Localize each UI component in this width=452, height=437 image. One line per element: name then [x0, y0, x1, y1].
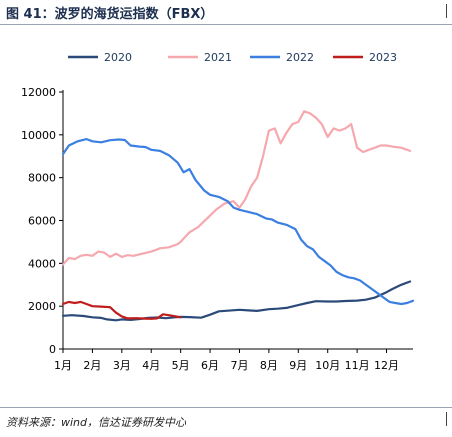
x-tick-label: 6月 — [201, 359, 219, 372]
title-rule — [0, 24, 452, 25]
source-rule — [0, 407, 452, 408]
y-tick-label: 4000 — [28, 257, 56, 270]
y-axis: 0 2000 4000 6000 8000 10000 12000 — [21, 86, 64, 356]
x-tick-label: 7月 — [230, 359, 248, 372]
series-line-2021 — [61, 110, 412, 266]
x-tick-label: 8月 — [260, 359, 278, 372]
source-note: 资料来源：wind，信达证券研发中心 — [6, 416, 187, 429]
y-tick-label: 8000 — [28, 172, 56, 185]
x-tick-label: 11月 — [345, 359, 370, 372]
y-tick-label: 10000 — [21, 129, 56, 142]
right-edge-mark-top — [446, 4, 447, 18]
series-line-2023 — [61, 300, 182, 320]
legend-label-2023: 2023 — [369, 51, 397, 64]
right-edge-mark-bottom — [446, 412, 447, 426]
figure-title: 图 41：波罗的海货运指数（FBX） — [6, 7, 214, 22]
y-tick-label: 0 — [49, 343, 56, 356]
y-tick-label: 12000 — [21, 86, 56, 99]
x-tick-label: 9月 — [289, 359, 307, 372]
x-tick-label: 12月 — [374, 359, 399, 372]
y-tick-label: 6000 — [28, 215, 56, 228]
legend: 2020 2021 2022 2023 — [68, 51, 397, 64]
chart: 2020 2021 2022 2023 0 2000 4000 6000 8000 10000 1… — [21, 51, 415, 372]
x-tick-label: 3月 — [113, 359, 131, 372]
legend-label-2020: 2020 — [104, 51, 132, 64]
x-tick-label: 10月 — [315, 359, 340, 372]
series-line-2022 — [61, 138, 415, 306]
x-axis: 1月 2月 3月 4月 5月 6月 7月 8月 9月 10月 11月 12月 — [54, 348, 413, 372]
x-tick-label: 2月 — [83, 359, 101, 372]
legend-label-2022: 2022 — [286, 51, 314, 64]
x-tick-label: 1月 — [54, 359, 72, 372]
y-tick-label: 2000 — [28, 300, 56, 313]
legend-label-2021: 2021 — [204, 51, 232, 64]
x-tick-label: 4月 — [142, 359, 160, 372]
series-line-2020 — [61, 280, 412, 322]
x-tick-label: 5月 — [172, 359, 190, 372]
series-layer — [61, 110, 415, 322]
